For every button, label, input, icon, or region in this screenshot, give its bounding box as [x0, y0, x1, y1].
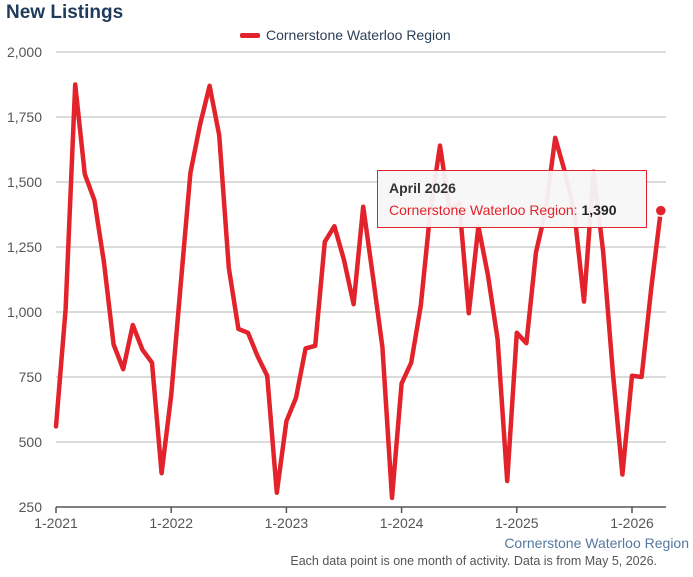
chart-title: New Listings	[6, 2, 124, 23]
legend-swatch	[240, 32, 260, 38]
y-tick-label: 500	[19, 434, 43, 450]
series-line	[53, 82, 664, 501]
y-tick-label: 250	[19, 499, 43, 515]
y-tick-label: 1,750	[7, 109, 42, 125]
chart-note: Each data point is one month of activity…	[290, 554, 657, 568]
y-tick-label: 750	[19, 369, 43, 385]
x-tick-label: 1-2022	[149, 515, 193, 531]
tooltip-title: April 2026	[389, 180, 456, 196]
x-tick-label: 1-2023	[265, 515, 309, 531]
hover-point-marker	[654, 204, 668, 217]
legend-item[interactable]: Cornerstone Waterloo Region	[240, 27, 451, 43]
y-tick-label: 1,250	[7, 239, 42, 255]
tooltip-series-label: Cornerstone Waterloo Region:	[389, 202, 578, 218]
x-tick-label: 1-2024	[380, 515, 424, 531]
tooltip-value: 1,390	[581, 202, 617, 218]
x-tick-label: 1-2026	[610, 515, 654, 531]
tooltip: April 2026 Cornerstone Waterloo Region: …	[377, 170, 647, 228]
legend-label: Cornerstone Waterloo Region	[266, 27, 451, 43]
x-tick-label: 1-2021	[34, 515, 78, 531]
tooltip-row: Cornerstone Waterloo Region: 1,390	[389, 202, 635, 218]
chart-credit[interactable]: Cornerstone Waterloo Region	[504, 535, 689, 551]
x-tick-label: 1-2025	[495, 515, 539, 531]
y-tick-label: 2,000	[7, 44, 42, 60]
y-tick-label: 1,000	[7, 304, 42, 320]
y-tick-label: 1,500	[7, 174, 42, 190]
